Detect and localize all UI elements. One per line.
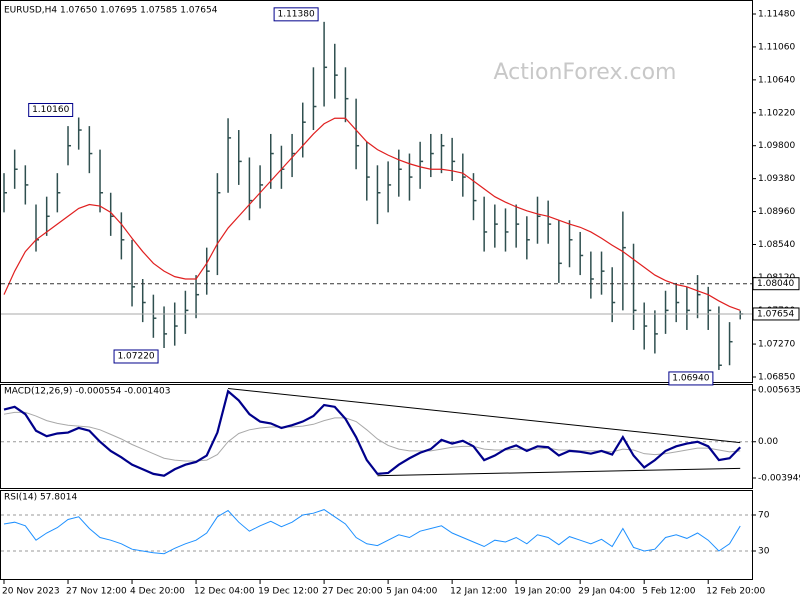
x-tick-label: 29 Jan 04:00 <box>578 587 635 597</box>
y-tick-label: 1.08540 <box>758 240 795 250</box>
indicator-line <box>3 389 742 477</box>
macd-title: MACD(12,26,9) -0.000554 -0.001403 <box>4 387 170 397</box>
y-tick-label: 1.10640 <box>758 75 795 85</box>
annotation-box <box>28 102 74 117</box>
y-tick-label: 1.11060 <box>758 42 795 52</box>
price-label-box <box>752 307 800 321</box>
y-tick-label: -0.003949 <box>758 474 800 484</box>
annotation-label: 1.07220 <box>117 351 154 361</box>
x-tick-label: 12 Feb 20:00 <box>706 587 765 597</box>
rsi-panel <box>0 490 753 580</box>
x-tick-label: 27 Dec 20:00 <box>322 587 383 597</box>
y-tick-label: 1.11480 <box>758 10 795 20</box>
x-tick-label: 20 Nov 2023 <box>2 587 60 597</box>
y-tick-label: 1.09800 <box>758 141 795 151</box>
x-tick-label: 5 Jan 04:00 <box>386 587 438 597</box>
annotation-label: 1.10160 <box>32 105 69 115</box>
x-tick-label: 12 Jan 12:00 <box>450 587 507 597</box>
annotation-box <box>668 371 714 386</box>
rsi-title: RSI(14) 57.8014 <box>4 493 77 503</box>
y-tick-label: 1.08960 <box>758 207 795 217</box>
macd-panel <box>0 384 753 489</box>
price-label-box <box>752 277 800 291</box>
annotation-label: 1.06940 <box>672 373 709 383</box>
annotation-box <box>113 349 159 364</box>
watermark: ActionForex.com <box>494 60 677 85</box>
indicator-line <box>3 411 741 462</box>
y-tick-label: 1.07270 <box>758 340 795 350</box>
annotation-box <box>273 7 319 22</box>
y-tick-label: 70 <box>758 511 770 521</box>
x-tick-label: 19 Dec 12:00 <box>258 587 319 597</box>
annotation-label: 1.11380 <box>277 9 314 19</box>
y-tick-label: 1.09380 <box>758 174 795 184</box>
x-tick-label: 12 Dec 04:00 <box>194 587 255 597</box>
price-label: 1.08040 <box>757 279 794 289</box>
trendline <box>377 467 741 477</box>
x-tick-label: 4 Dec 20:00 <box>130 587 185 597</box>
price-panel <box>0 0 753 383</box>
y-tick-label: 1.10220 <box>758 108 795 118</box>
x-tick-label: 19 Jan 20:00 <box>514 587 571 597</box>
x-tick-label: 27 Nov 12:00 <box>66 587 127 597</box>
y-tick-label: 1.06850 <box>758 373 795 383</box>
moving-average <box>3 117 741 311</box>
y-tick-label: 0.005635 <box>758 386 800 396</box>
x-tick-label: 5 Feb 12:00 <box>642 587 696 597</box>
trendline <box>228 387 741 444</box>
y-tick-label: 0.00 <box>758 437 778 447</box>
chart-title: EURUSD,H4 1.07650 1.07695 1.07585 1.0765… <box>4 6 218 16</box>
indicator-line <box>3 509 741 555</box>
y-tick-label: 30 <box>758 547 770 557</box>
price-label: 1.07654 <box>757 309 794 319</box>
